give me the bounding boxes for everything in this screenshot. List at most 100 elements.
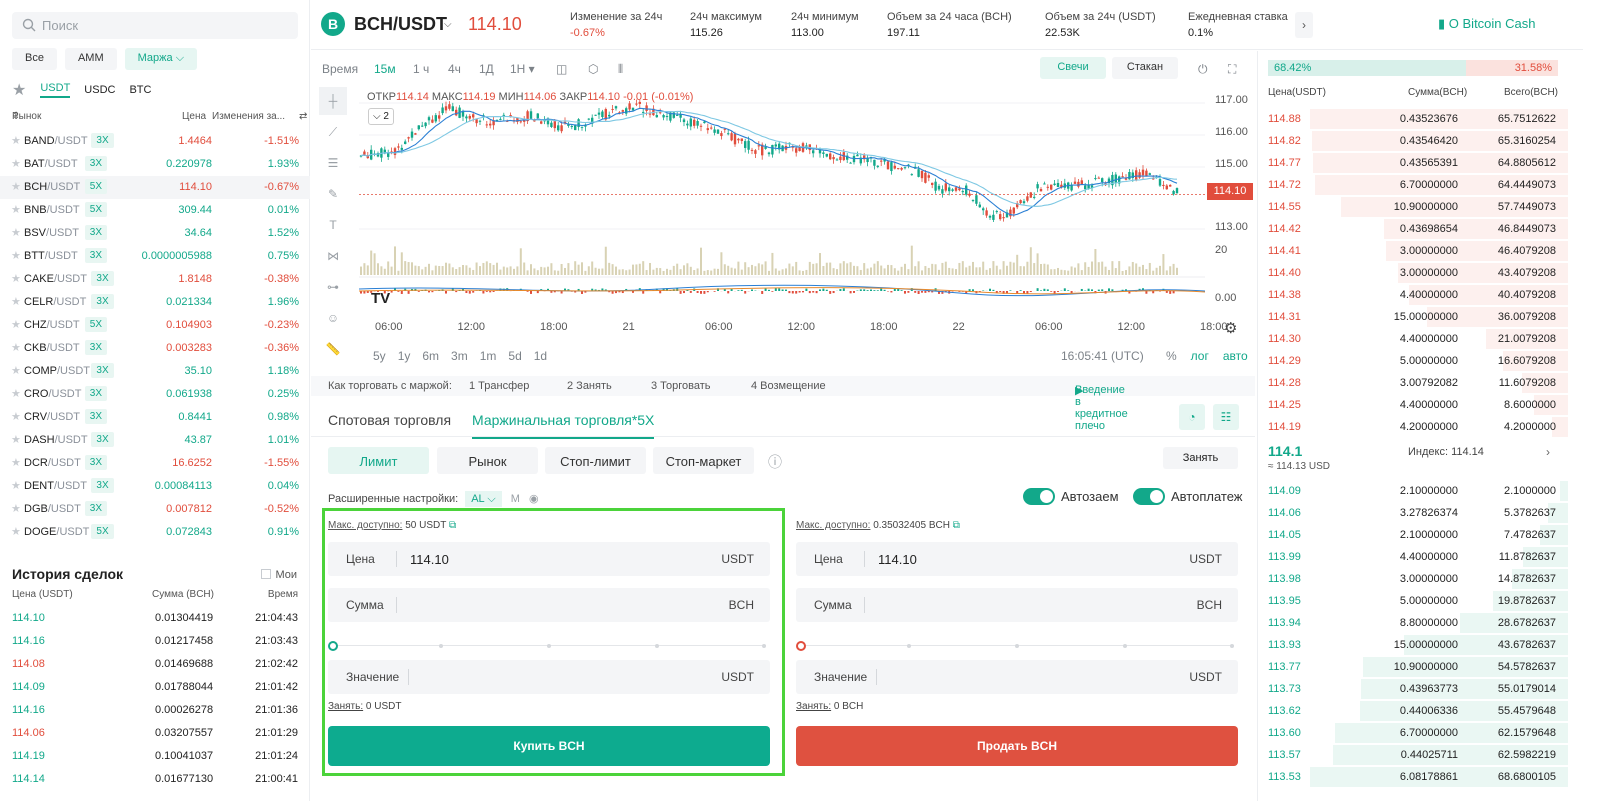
tf-1d[interactable]: 1Д	[479, 62, 494, 76]
tf-1h[interactable]: 1 ч	[413, 62, 430, 76]
star-icon[interactable]: ★	[11, 319, 21, 331]
star-icon[interactable]: ★	[11, 296, 21, 308]
bid-row[interactable]: 114.06 3.27826374 5.3782637	[1258, 502, 1568, 524]
text-icon[interactable]: T	[329, 218, 337, 232]
sell-amount-field[interactable]: Сумма BCH	[796, 588, 1238, 622]
star-icon[interactable]: ★	[11, 204, 21, 216]
market-row[interactable]: ★ DGB/USDT 3X 0.007812 -0.52%	[0, 498, 310, 521]
emoji-icon[interactable]: ☺	[326, 311, 340, 325]
auto-loan-toggle[interactable]	[1023, 488, 1055, 505]
bid-row[interactable]: 113.95 5.00000000 19.8782637	[1258, 590, 1568, 612]
bid-row[interactable]: 113.99 4.40000000 11.8782637	[1258, 546, 1568, 568]
market-row[interactable]: ★ DCR/USDT 3X 16.6252 -1.55%	[0, 452, 310, 475]
step-transfer[interactable]: 1 Трансфер	[469, 380, 530, 392]
star-icon[interactable]: ★	[11, 135, 21, 147]
scale-auto[interactable]: авто	[1222, 349, 1248, 363]
tab-margin-trade[interactable]: Маржинальная торговля*5X	[472, 412, 655, 439]
bid-row[interactable]: 113.94 8.80000000 28.6782637	[1258, 612, 1568, 634]
candles-icon[interactable]: ⫴	[618, 62, 624, 76]
bid-row[interactable]: 113.73 0.43963773 55.0179014	[1258, 678, 1568, 700]
sell-price-field[interactable]: Цена 114.10 USDT	[796, 542, 1238, 576]
buy-price-field[interactable]: Цена 114.10 USDT	[328, 542, 770, 576]
chevron-right-icon[interactable]: ›	[1546, 445, 1550, 459]
bid-row[interactable]: 114.05 2.10000000 7.4782637	[1258, 524, 1568, 546]
sliders-icon[interactable]: ☷	[1213, 404, 1239, 430]
tf-15m[interactable]: 15м	[374, 62, 396, 76]
auto-repay-toggle[interactable]	[1133, 488, 1165, 505]
market-row[interactable]: ★ CRV/USDT 3X 0.8441 0.98%	[0, 406, 310, 429]
scale-log[interactable]: лог	[1190, 349, 1209, 363]
crosshair-icon[interactable]: ┼	[319, 87, 347, 115]
measure-icon[interactable]: ⊶	[327, 280, 339, 294]
star-icon[interactable]: ★	[11, 526, 21, 538]
sell-price-input[interactable]: 114.10	[878, 552, 917, 567]
brush-icon[interactable]: ✎	[327, 187, 339, 201]
ask-row[interactable]: 114.29 5.00000000 16.6079208	[1258, 350, 1568, 372]
power-icon[interactable]: ⏻	[1198, 62, 1208, 76]
market-row[interactable]: ★ DENT/USDT 3X 0.00084113 0.04%	[0, 475, 310, 498]
order-market[interactable]: Рынок	[437, 447, 538, 474]
toggle-candles[interactable]: Свечи	[1040, 57, 1106, 79]
market-row[interactable]: ★ CELR/USDT 3X 0.021334 1.96%	[0, 291, 310, 314]
star-icon[interactable]: ★	[11, 250, 21, 262]
coin-info-link[interactable]: ▮ О Bitcoin Cash	[1438, 16, 1535, 32]
bid-row[interactable]: 113.98 3.00000000 14.8782637	[1258, 568, 1568, 590]
order-limit[interactable]: Лимит	[328, 447, 429, 474]
order-stop-market[interactable]: Стоп-маркет	[653, 447, 754, 474]
indicator-count-button[interactable]: ⌵ 2	[368, 108, 394, 125]
quote-tab-usdc[interactable]: USDC	[84, 84, 116, 96]
mid-price-block[interactable]: 114.1 ≈ 114.13 USD Индекс: 114.14 ›	[1268, 443, 1558, 479]
star-icon[interactable]: ★	[11, 388, 21, 400]
indicators-icon[interactable]: ⬡	[588, 62, 599, 76]
market-row[interactable]: ★ BTT/USDT 3X 0.0000005988 0.75%	[0, 245, 310, 268]
step-trade[interactable]: 3 Торговать	[651, 380, 711, 392]
step-borrow[interactable]: 2 Занять	[567, 380, 612, 392]
header-market[interactable]: Рынок ⇕	[12, 111, 42, 122]
star-icon[interactable]: ★	[11, 503, 21, 515]
chevron-right-icon[interactable]: ›	[1295, 12, 1313, 38]
ask-row[interactable]: 114.41 3.00000000 46.4079208	[1258, 240, 1568, 262]
ask-row[interactable]: 114.19 4.20000000 4.2000000	[1258, 416, 1568, 438]
bid-row[interactable]: 114.09 2.10000000 2.1000000	[1258, 480, 1568, 502]
ask-row[interactable]: 114.88 0.43523676 65.7512622	[1258, 108, 1568, 130]
bid-row[interactable]: 113.93 15.00000000 43.6782637	[1258, 634, 1568, 656]
slider-handle[interactable]	[796, 641, 806, 651]
chevron-down-icon[interactable]: ⌵	[444, 19, 452, 30]
sell-button[interactable]: Продать BCH	[796, 726, 1238, 766]
star-icon[interactable]: ★	[11, 273, 21, 285]
star-icon[interactable]: ★	[11, 411, 21, 423]
quote-tab-usdt[interactable]: USDT	[40, 82, 71, 98]
market-row[interactable]: ★ BCH/USDT 5X 114.10 -0.67%	[0, 176, 310, 199]
fullscreen-icon[interactable]: ⛶	[1228, 62, 1237, 76]
ask-row[interactable]: 114.42 0.43698654 46.8449073	[1258, 218, 1568, 240]
info-icon[interactable]: ⓘ	[768, 454, 782, 470]
buy-total-field[interactable]: Значение USDT	[328, 660, 770, 694]
star-icon[interactable]: ★	[11, 365, 21, 377]
ruler-icon[interactable]: 📏	[325, 342, 341, 356]
ask-row[interactable]: 114.31 15.00000000 36.0079208	[1258, 306, 1568, 328]
range-1m[interactable]: 1m	[479, 349, 497, 363]
quote-tab-btc[interactable]: BTC	[129, 84, 152, 96]
ask-row[interactable]: 114.77 0.43565391 64.8805612	[1258, 152, 1568, 174]
ask-row[interactable]: 114.72 6.70000000 64.4449073	[1258, 174, 1568, 196]
buy-button[interactable]: Купить BCH	[328, 726, 770, 766]
search-input[interactable]: Поиск	[12, 12, 298, 39]
star-icon[interactable]: ★	[11, 181, 21, 193]
tf-1w[interactable]: 1Н ▾	[510, 62, 535, 76]
swap-icon[interactable]: ⇄	[299, 111, 308, 122]
ask-row[interactable]: 114.25 4.40000000 8.6000000	[1258, 394, 1568, 416]
range-5y[interactable]: 5y	[373, 349, 386, 363]
pair-selector[interactable]: BCH/USDT	[354, 14, 447, 34]
star-icon[interactable]: ★	[11, 457, 21, 469]
favorites-star-icon[interactable]: ★	[12, 82, 27, 99]
market-row[interactable]: ★ BNB/USDT 5X 309.44 0.01%	[0, 199, 310, 222]
tab-all[interactable]: Все	[12, 48, 57, 70]
tab-spot[interactable]: Спотовая торговля	[328, 412, 452, 428]
eye-icon[interactable]: ◉	[528, 493, 539, 505]
bid-row[interactable]: 113.53 6.08178861 68.6800105	[1258, 766, 1568, 788]
star-icon[interactable]: ★	[11, 434, 21, 446]
ask-row[interactable]: 114.28 3.00792082 11.6079208	[1258, 372, 1568, 394]
ask-row[interactable]: 114.38 4.40000000 40.4079208	[1258, 284, 1568, 306]
header-change[interactable]: Изменения за...	[212, 111, 286, 122]
bid-row[interactable]: 113.60 6.70000000 62.1579648	[1258, 722, 1568, 744]
